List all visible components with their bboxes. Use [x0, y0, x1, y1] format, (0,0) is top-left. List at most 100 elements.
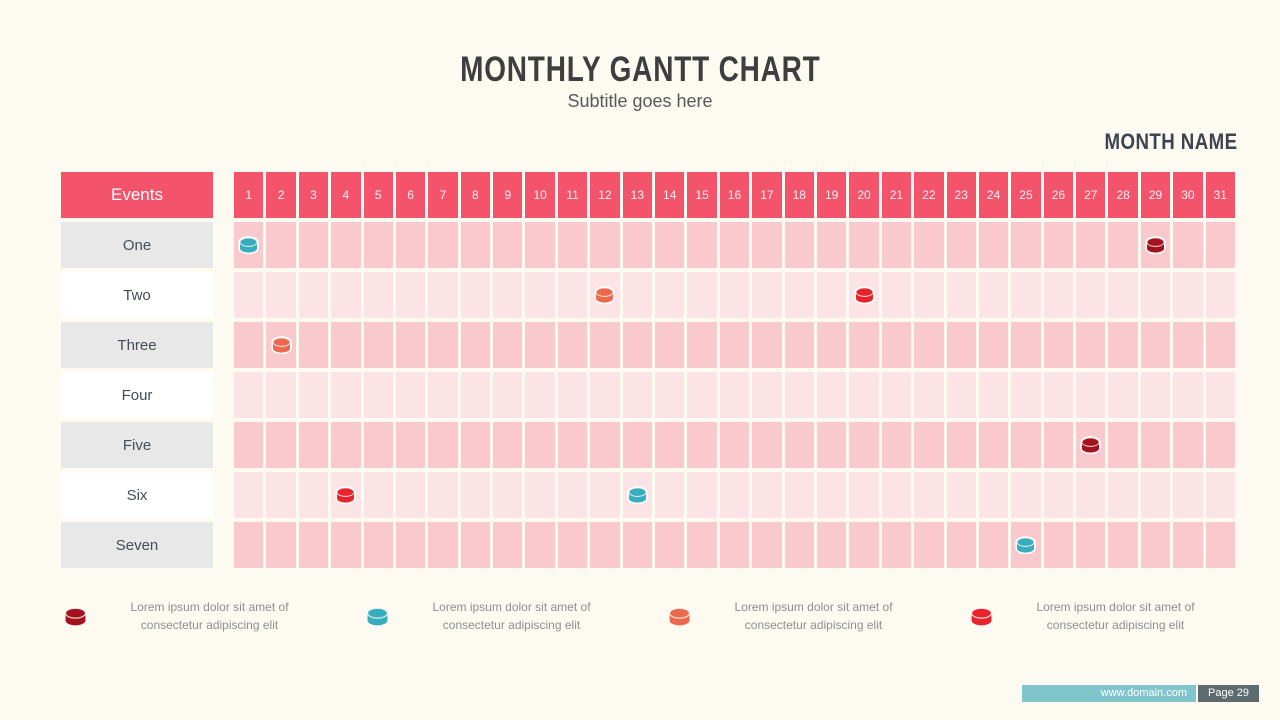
day-header-cell: 25 — [1011, 172, 1041, 218]
day-cell — [946, 372, 976, 418]
day-cell — [1108, 422, 1138, 468]
day-cell — [428, 472, 458, 518]
day-cell — [1108, 372, 1138, 418]
day-cell — [590, 272, 620, 318]
day-cell — [493, 222, 523, 268]
event-row-label: Four — [61, 372, 213, 418]
legend: Lorem ipsum dolor sit amet of consectetur… — [62, 598, 1220, 634]
day-cell — [590, 522, 620, 568]
legend-item: Lorem ipsum dolor sit amet of consectetur… — [968, 598, 1220, 634]
legend-item: Lorem ipsum dolor sit amet of consectetur… — [62, 598, 314, 634]
day-cell — [395, 522, 426, 568]
day-cell — [363, 222, 393, 268]
day-cell — [1140, 372, 1171, 418]
day-cell — [363, 472, 393, 518]
day-cell — [946, 272, 976, 318]
day-cell — [460, 322, 491, 368]
cylinder-icon — [627, 486, 648, 504]
day-cell — [1011, 222, 1041, 268]
day-cell — [234, 422, 264, 468]
day-header-cell: 30 — [1173, 172, 1203, 218]
day-cell — [557, 372, 588, 418]
cylinder-icon — [1080, 436, 1101, 454]
day-cell — [849, 422, 879, 468]
day-cell — [1205, 322, 1235, 368]
day-header-cell: 6 — [395, 172, 426, 218]
cylinder-icon — [270, 336, 292, 354]
cylinder-icon — [853, 286, 875, 304]
day-cell — [363, 422, 393, 468]
day-cell — [1043, 372, 1074, 418]
day-cell — [395, 372, 426, 418]
day-cell — [1140, 472, 1171, 518]
day-cell — [719, 272, 750, 318]
day-cell — [331, 222, 361, 268]
day-cell — [849, 322, 879, 368]
day-cell — [719, 422, 750, 468]
day-cell — [1140, 222, 1171, 268]
cylinder-icon — [970, 607, 993, 625]
day-cell — [1043, 422, 1074, 468]
day-cell — [525, 422, 555, 468]
day-cell — [363, 272, 393, 318]
day-cell — [816, 372, 847, 418]
day-cell — [1076, 372, 1106, 418]
event-row-label: Three — [61, 322, 213, 368]
cylinder-icon — [1145, 236, 1166, 254]
day-cell — [784, 222, 814, 268]
legend-text: Lorem ipsum dolor sit amet of consectetur… — [734, 600, 893, 632]
day-cell — [622, 272, 653, 318]
day-cell — [719, 522, 750, 568]
day-cell — [914, 522, 944, 568]
day-cell — [1076, 472, 1106, 518]
day-cell — [946, 472, 976, 518]
day-cell — [752, 272, 782, 318]
slide-header: MONTHLY GANTT CHART Subtitle goes here — [0, 50, 1280, 112]
day-cell — [298, 472, 329, 518]
day-cell — [881, 472, 912, 518]
day-cell — [816, 322, 847, 368]
day-header-cell: 2 — [266, 172, 296, 218]
day-cell — [1011, 372, 1041, 418]
day-cell — [1205, 522, 1235, 568]
day-cell — [331, 322, 361, 368]
day-cell — [1011, 472, 1041, 518]
day-cell — [881, 272, 912, 318]
day-cell — [1043, 472, 1074, 518]
day-header-cell: 1 — [234, 172, 264, 218]
day-cell — [978, 222, 1009, 268]
cylinder-icon — [366, 607, 389, 625]
day-cell — [1205, 472, 1235, 518]
day-cell — [1173, 422, 1203, 468]
day-cell — [493, 472, 523, 518]
day-cell — [784, 522, 814, 568]
day-cell — [525, 222, 555, 268]
day-cell — [881, 522, 912, 568]
day-cell — [1173, 272, 1203, 318]
day-cell — [1140, 272, 1171, 318]
day-cell — [687, 372, 717, 418]
day-cell — [881, 372, 912, 418]
day-cell — [622, 372, 653, 418]
day-cell — [978, 422, 1009, 468]
day-cell — [1108, 272, 1138, 318]
day-header-cell: 9 — [493, 172, 523, 218]
day-cell — [331, 272, 361, 318]
day-cell — [816, 472, 847, 518]
day-cell — [266, 522, 296, 568]
day-cell — [428, 522, 458, 568]
day-cell — [590, 222, 620, 268]
day-header-cell: 20 — [849, 172, 879, 218]
day-cell — [752, 522, 782, 568]
day-cell — [1173, 522, 1203, 568]
day-cell — [1076, 322, 1106, 368]
day-cell — [849, 522, 879, 568]
day-header-cell: 31 — [1205, 172, 1235, 218]
day-cell — [460, 522, 491, 568]
day-cell — [557, 472, 588, 518]
day-cell — [1205, 372, 1235, 418]
legend-text: Lorem ipsum dolor sit amet of consectetur… — [1036, 600, 1195, 632]
day-cell — [493, 522, 523, 568]
day-cell — [363, 372, 393, 418]
